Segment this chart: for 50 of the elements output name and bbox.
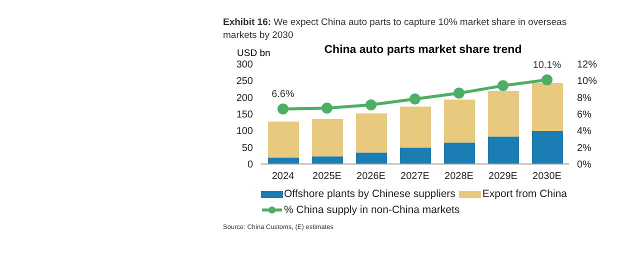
y-tick-label: 200 xyxy=(236,92,254,104)
bar xyxy=(268,122,299,158)
y2-tick-label: 6% xyxy=(577,110,592,121)
x-tick-label: 2026E xyxy=(356,171,386,182)
y-tick-label: 300 xyxy=(236,60,254,71)
legend-label: Export from China xyxy=(482,188,568,200)
data-label: 10.1% xyxy=(532,60,562,71)
bar xyxy=(532,83,563,131)
data-label: 6.6% xyxy=(272,89,295,100)
point xyxy=(542,74,552,86)
legend-label: Offshore plants by Chinese suppliers xyxy=(284,188,456,200)
bar xyxy=(532,131,563,164)
x-tick-label: 2028E xyxy=(444,171,474,182)
x-tick-label: 2030E xyxy=(532,171,562,182)
bar xyxy=(312,156,343,164)
y-tick-label: 100 xyxy=(236,126,254,138)
bar xyxy=(356,152,387,164)
point xyxy=(454,88,464,99)
y-tick-label: 250 xyxy=(236,76,254,88)
bar xyxy=(444,100,475,143)
chart-title: China auto parts market share trend xyxy=(324,44,522,56)
y-tick-label: 150 xyxy=(236,110,254,121)
x-tick-label: 2029E xyxy=(488,171,518,182)
y2-tick-label: 8% xyxy=(577,92,592,104)
point xyxy=(366,99,376,110)
y2-tick-label: 10% xyxy=(577,76,598,88)
y2-tick-label: 4% xyxy=(577,126,592,138)
point xyxy=(498,80,508,92)
x-tick-label: 2025E xyxy=(312,171,342,182)
y2-tick-label: 12% xyxy=(577,60,598,71)
legend-label: % China supply in non-China markets xyxy=(284,204,460,216)
y2-tick-label: 2% xyxy=(577,142,592,154)
point xyxy=(322,102,332,114)
y-tick-label: 50 xyxy=(242,142,254,154)
bar xyxy=(444,142,475,164)
y-axis-title: USD bn xyxy=(237,48,270,59)
bar xyxy=(312,119,343,156)
bar xyxy=(400,106,431,148)
y-tick-label: 0 xyxy=(247,160,254,171)
point xyxy=(410,94,420,104)
y2-tick-label: 0% xyxy=(577,160,592,171)
bar xyxy=(268,158,299,164)
x-tick-label: 2027E xyxy=(400,171,430,182)
bar xyxy=(400,148,431,164)
chart-subtitle: Exhibit 16: We expect China auto parts to capture 10% market share in overseas markets by 2030 xyxy=(223,16,568,42)
bar xyxy=(356,113,387,153)
x-tick-label: 2024 xyxy=(272,171,295,182)
bar xyxy=(488,91,519,137)
bar xyxy=(488,136,519,164)
point xyxy=(278,104,288,114)
